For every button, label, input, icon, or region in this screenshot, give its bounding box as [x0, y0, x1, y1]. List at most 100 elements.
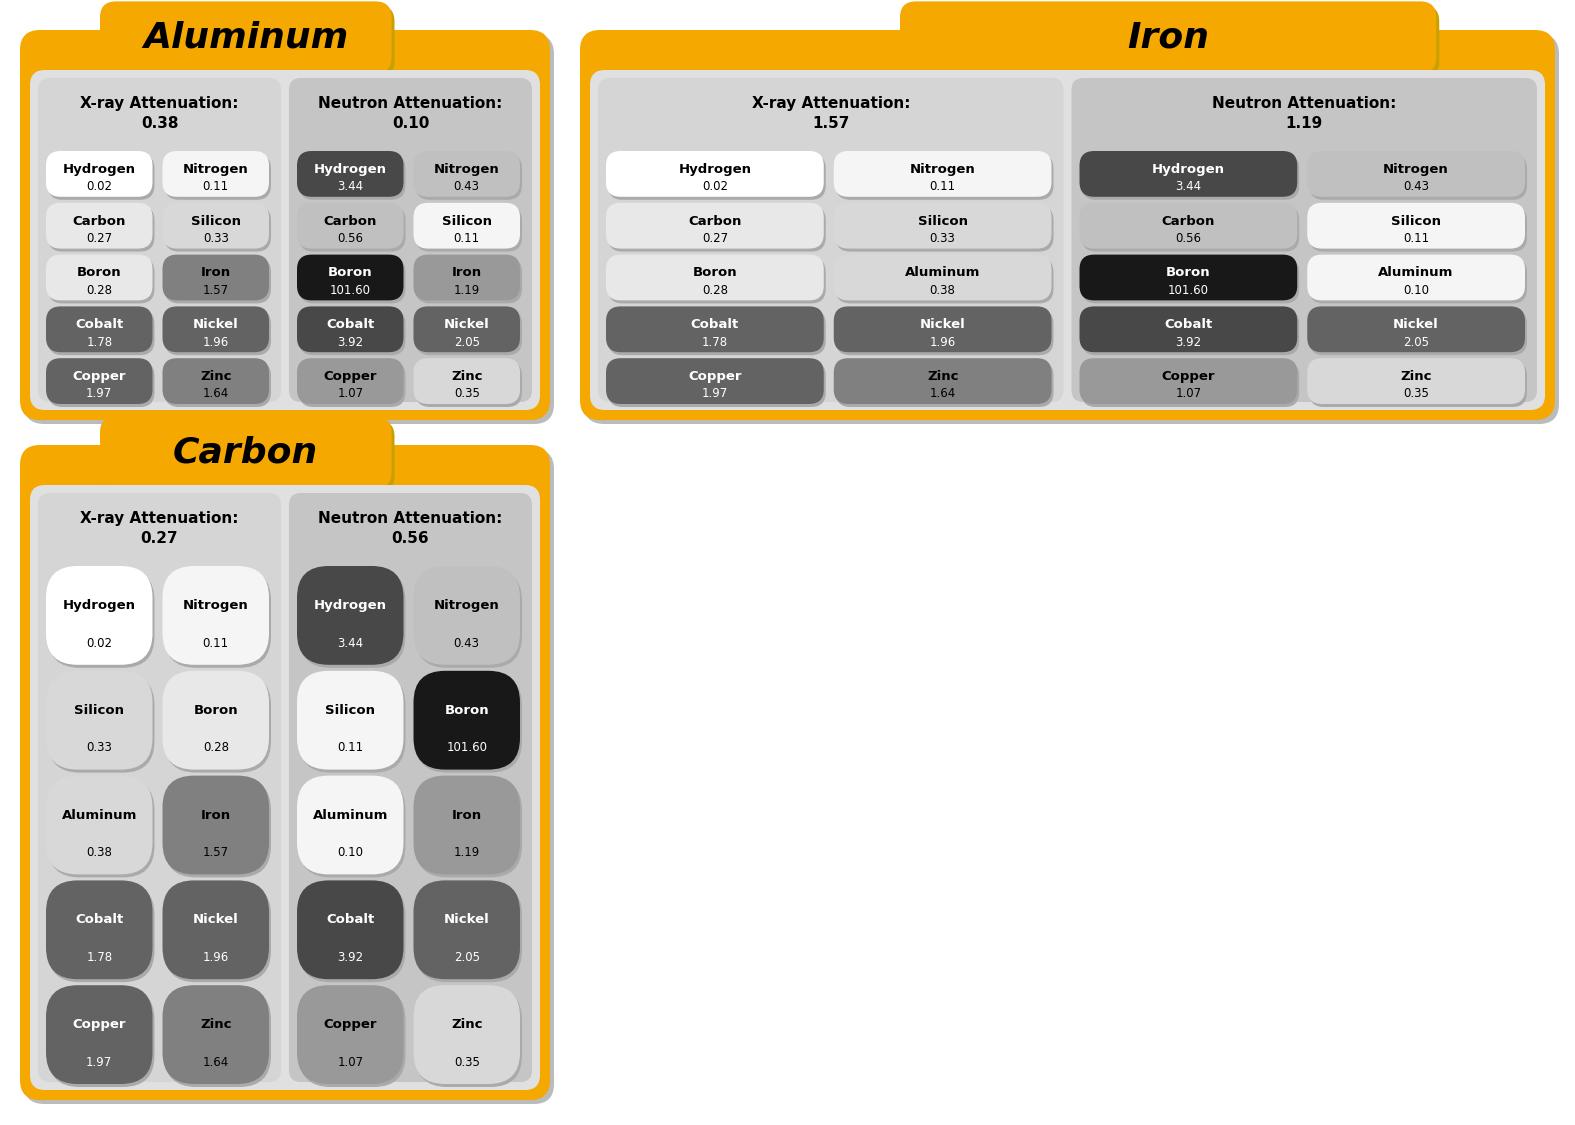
- FancyBboxPatch shape: [1309, 309, 1528, 356]
- Text: 1.57: 1.57: [813, 116, 849, 130]
- Text: 0.43: 0.43: [1403, 180, 1429, 193]
- FancyBboxPatch shape: [298, 202, 403, 249]
- FancyBboxPatch shape: [47, 569, 154, 668]
- Text: Nitrogen: Nitrogen: [183, 163, 249, 176]
- FancyBboxPatch shape: [299, 988, 405, 1087]
- Text: 1.07: 1.07: [337, 1055, 364, 1069]
- FancyBboxPatch shape: [1307, 358, 1525, 404]
- FancyBboxPatch shape: [164, 883, 271, 982]
- Text: 0.43: 0.43: [454, 180, 480, 193]
- Text: 1.19: 1.19: [1285, 116, 1323, 130]
- FancyBboxPatch shape: [164, 674, 271, 773]
- FancyBboxPatch shape: [899, 1, 1436, 73]
- Text: 1.64: 1.64: [203, 1055, 228, 1069]
- Text: Silicon: Silicon: [1391, 215, 1441, 227]
- FancyBboxPatch shape: [46, 254, 153, 300]
- FancyBboxPatch shape: [1079, 358, 1298, 404]
- Text: Silicon: Silicon: [74, 704, 124, 717]
- FancyBboxPatch shape: [46, 358, 153, 404]
- FancyBboxPatch shape: [1079, 254, 1298, 300]
- FancyBboxPatch shape: [1307, 202, 1525, 249]
- FancyBboxPatch shape: [164, 309, 271, 356]
- Text: Copper: Copper: [1162, 370, 1216, 382]
- Text: Nickel: Nickel: [192, 914, 239, 926]
- FancyBboxPatch shape: [416, 778, 521, 878]
- FancyBboxPatch shape: [416, 206, 521, 252]
- Text: 1.07: 1.07: [337, 387, 364, 400]
- Text: Aluminum: Aluminum: [61, 809, 137, 821]
- Text: Silicon: Silicon: [191, 215, 241, 227]
- Text: Aluminum: Aluminum: [143, 20, 348, 54]
- FancyBboxPatch shape: [162, 358, 269, 404]
- Text: Nickel: Nickel: [444, 318, 490, 331]
- FancyBboxPatch shape: [1082, 154, 1299, 200]
- Text: 0.10: 0.10: [337, 846, 364, 860]
- Text: Nickel: Nickel: [444, 914, 490, 926]
- FancyBboxPatch shape: [38, 78, 280, 402]
- Text: 1.78: 1.78: [87, 951, 112, 964]
- Text: 0.35: 0.35: [454, 1055, 480, 1069]
- FancyBboxPatch shape: [414, 254, 520, 300]
- FancyBboxPatch shape: [24, 449, 554, 1104]
- FancyBboxPatch shape: [591, 70, 1545, 410]
- Text: 0.27: 0.27: [702, 232, 728, 245]
- FancyBboxPatch shape: [298, 881, 403, 979]
- FancyBboxPatch shape: [46, 151, 153, 197]
- Text: 2.05: 2.05: [1403, 335, 1429, 349]
- FancyBboxPatch shape: [38, 493, 280, 1082]
- FancyBboxPatch shape: [836, 309, 1054, 356]
- FancyBboxPatch shape: [47, 206, 154, 252]
- FancyBboxPatch shape: [416, 154, 521, 200]
- FancyBboxPatch shape: [46, 775, 153, 874]
- Text: 1.57: 1.57: [203, 846, 228, 860]
- Text: 1.07: 1.07: [1175, 387, 1202, 400]
- Text: Boron: Boron: [77, 267, 121, 279]
- Text: 1.78: 1.78: [87, 335, 112, 349]
- FancyBboxPatch shape: [414, 358, 520, 404]
- FancyBboxPatch shape: [164, 258, 271, 304]
- Text: Cobalt: Cobalt: [326, 318, 375, 331]
- FancyBboxPatch shape: [1309, 258, 1528, 304]
- FancyBboxPatch shape: [1082, 309, 1299, 356]
- FancyBboxPatch shape: [162, 202, 269, 249]
- Text: 0.10: 0.10: [1403, 284, 1429, 297]
- FancyBboxPatch shape: [164, 361, 271, 407]
- FancyBboxPatch shape: [1079, 306, 1298, 352]
- FancyBboxPatch shape: [47, 361, 154, 407]
- FancyBboxPatch shape: [162, 306, 269, 352]
- Text: 1.97: 1.97: [87, 387, 112, 400]
- Text: 0.27: 0.27: [87, 232, 112, 245]
- FancyBboxPatch shape: [414, 775, 520, 874]
- FancyBboxPatch shape: [833, 254, 1052, 300]
- Text: Silicon: Silicon: [326, 704, 375, 717]
- Text: Carbon: Carbon: [173, 435, 318, 469]
- FancyBboxPatch shape: [1309, 154, 1528, 200]
- FancyBboxPatch shape: [164, 569, 271, 668]
- Text: 0.28: 0.28: [702, 284, 728, 297]
- Text: 0.28: 0.28: [87, 284, 112, 297]
- FancyBboxPatch shape: [608, 154, 825, 200]
- FancyBboxPatch shape: [162, 775, 269, 874]
- Text: 0.38: 0.38: [929, 284, 956, 297]
- FancyBboxPatch shape: [30, 485, 540, 1090]
- Text: 0.56: 0.56: [337, 232, 364, 245]
- Text: Nitrogen: Nitrogen: [183, 598, 249, 612]
- Text: Boron: Boron: [194, 704, 238, 717]
- FancyBboxPatch shape: [164, 778, 271, 878]
- FancyBboxPatch shape: [414, 566, 520, 665]
- Text: 1.97: 1.97: [702, 387, 728, 400]
- FancyBboxPatch shape: [1307, 151, 1525, 197]
- FancyBboxPatch shape: [46, 566, 153, 665]
- FancyBboxPatch shape: [414, 670, 520, 770]
- FancyBboxPatch shape: [836, 206, 1054, 252]
- FancyBboxPatch shape: [836, 361, 1054, 407]
- FancyBboxPatch shape: [30, 70, 540, 410]
- Text: 1.96: 1.96: [203, 335, 228, 349]
- Text: Iron: Iron: [452, 267, 482, 279]
- Text: 2.05: 2.05: [454, 951, 480, 964]
- Text: Iron: Iron: [200, 267, 232, 279]
- FancyBboxPatch shape: [1307, 254, 1525, 300]
- Text: 1.96: 1.96: [203, 951, 228, 964]
- FancyBboxPatch shape: [99, 1, 392, 73]
- FancyBboxPatch shape: [416, 988, 521, 1087]
